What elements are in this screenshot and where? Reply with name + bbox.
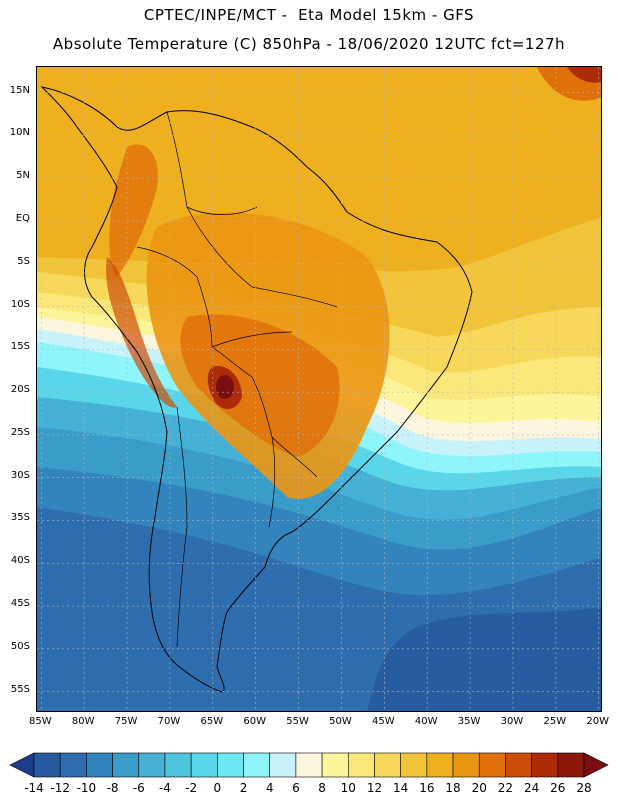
longitude-label: 40W [414,716,438,727]
colorbar-swatch [321,752,349,778]
longitude-label: 55W [286,716,309,727]
colorbar-swatch [86,752,113,778]
latitude-label: 10N [9,127,30,139]
latitude-label: 10S [10,298,30,310]
colorbar-swatch [478,752,506,778]
longitude-label: 25W [543,716,567,727]
header-title-line1: CPTEC/INPE/MCT - Eta Model 15km - GFS [143,6,475,24]
longitude-label: 75W [114,716,138,727]
colorbar-tick-label: 28 [576,781,592,795]
colorbar-swatch [505,752,532,778]
colorbar-tick-label: 0 [213,781,222,795]
colorbar-tick-label: 26 [550,781,566,795]
colorbar-swatch [164,752,192,778]
longitude-label: 70W [157,716,181,727]
longitude-label: 45W [372,716,395,727]
country-borders [136,111,338,648]
longitude-label: 35W [457,716,481,727]
longitude-label: 85W [28,716,52,727]
temperature-map[interactable] [36,66,602,712]
header-title-line2: Absolute Temperature (C) 850hPa - 18/06/… [52,35,566,53]
longitude-label: 80W [71,716,95,727]
latitude-label: 55S [10,683,30,695]
longitude-label: 20W [586,716,610,727]
colorbar-tick-label: -4 [158,781,171,795]
colorbar-tick-label: -12 [50,781,70,795]
colorbar-tick-label: -10 [76,781,97,795]
colorbar-swatch [269,752,297,778]
latitude-label: 20S [10,384,30,396]
latitude-label: 50S [10,640,30,652]
colorbar-tick-label: -8 [106,781,119,795]
latitude-label: 35S [10,512,30,524]
longitude-label: 65W [200,716,224,727]
longitude-label: 60W [243,716,266,727]
colorbar-swatch [112,752,140,778]
latitude-label: 15N [9,84,30,96]
latitude-label: 25S [10,426,30,438]
colorbar-swatch [347,752,375,778]
colorbar-max-triangle [583,752,609,778]
colorbar-swatch [217,752,244,778]
colorbar-tick-label: 8 [318,781,326,795]
colorbar-swatch [33,752,61,778]
lat-lon-grid [37,67,601,711]
colorbar-tick-label: 12 [366,781,383,795]
colorbar-tick-label: -2 [185,781,198,795]
colorbar-swatch [531,752,559,778]
colorbar-tick-label: 14 [393,781,409,795]
latitude-label: EQ [15,213,30,224]
colorbar-swatch [557,752,585,778]
latitude-label: 5N [16,170,30,182]
colorbar-tick-label: 18 [445,781,461,795]
colorbar-tick-label: 22 [497,781,514,795]
colorbar-tick-label: 2 [239,781,248,795]
latitude-label: 45S [10,598,30,610]
latitude-label: 5S [17,255,30,267]
longitude-label: 30W [500,716,524,727]
latitude-label: 40S [10,555,30,567]
colorbar-swatch [138,752,166,778]
colorbar-swatch [59,752,87,778]
coastlines [40,86,473,693]
latitude-label: 15S [10,341,30,353]
colorbar-swatch [452,752,480,778]
colorbar-swatch [243,752,271,778]
colorbar-swatch [374,752,401,778]
colorbar-min-triangle [9,752,35,778]
colorbar-tick-label: 10 [340,781,356,795]
colorbar-swatch [400,752,428,778]
colorbar-swatch [295,752,323,778]
temperature-map-svg [37,67,601,711]
colorbar-tick-label: 6 [292,781,300,795]
colorbar-swatch [426,752,454,778]
longitude-label: 50W [329,716,352,727]
colorbar-tick-label: 24 [523,781,540,795]
colorbar-tick-label: 4 [265,781,274,795]
latitude-label: 30S [10,469,30,481]
temperature-field [37,67,601,711]
colorbar-swatch [190,752,218,778]
colorbar-tick-label: -6 [132,781,145,795]
colorbar-tick-label: -14 [24,781,44,795]
temperature-colorbar [9,752,609,778]
colorbar-tick-label: 20 [471,781,487,795]
colorbar-tick-label: 16 [419,781,435,795]
